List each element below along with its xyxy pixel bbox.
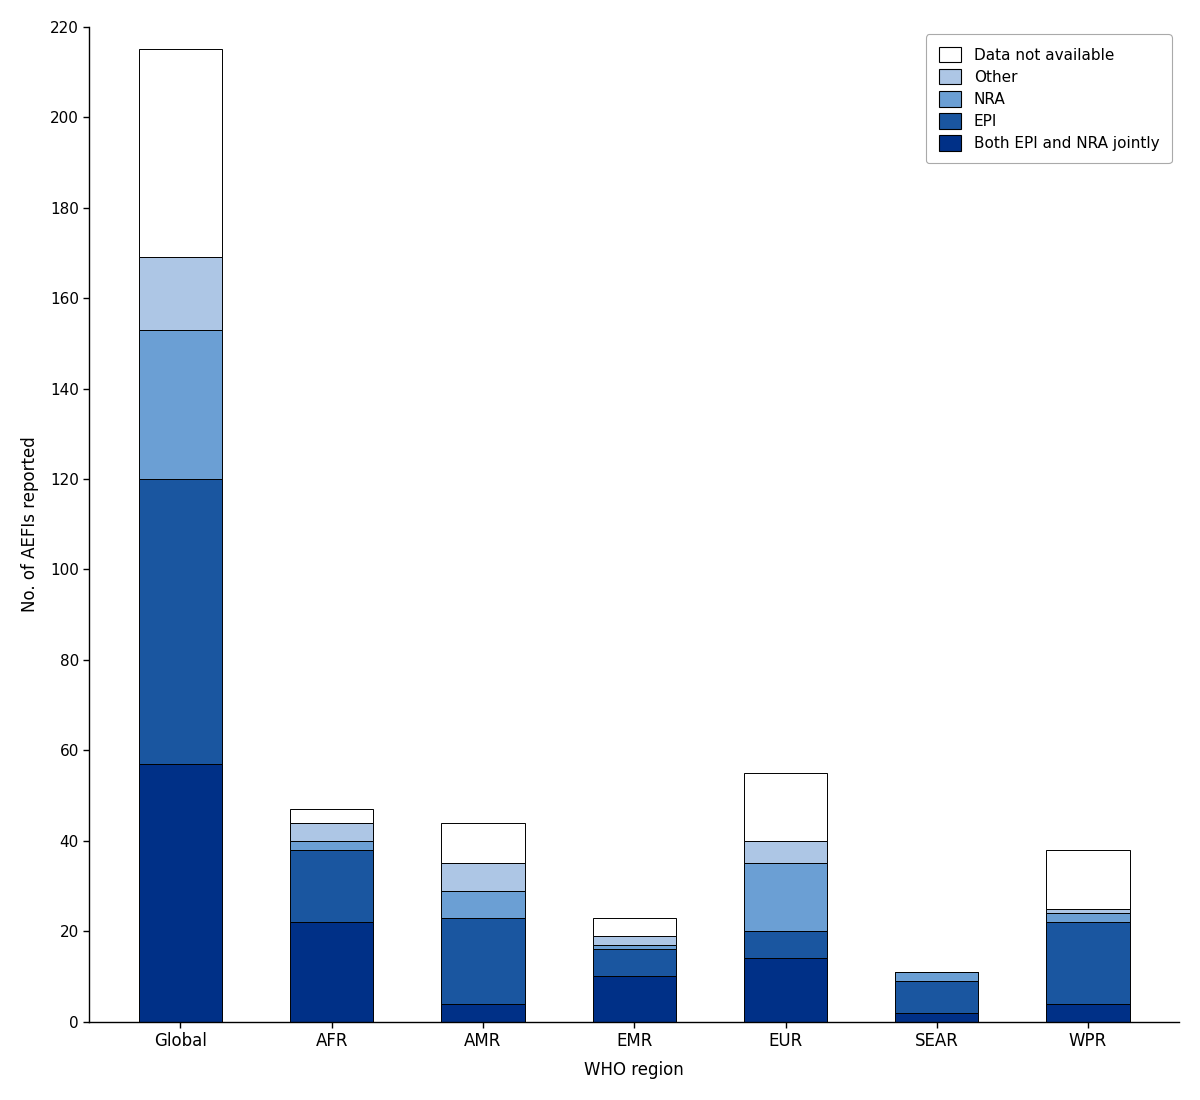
Bar xyxy=(290,810,373,823)
Bar xyxy=(139,257,222,330)
X-axis label: WHO region: WHO region xyxy=(584,1062,684,1079)
Bar xyxy=(1046,922,1129,1003)
Bar xyxy=(290,850,373,922)
Bar xyxy=(1046,913,1129,922)
Bar xyxy=(442,917,524,1003)
Y-axis label: No. of AEFIs reported: No. of AEFIs reported xyxy=(20,437,38,612)
Bar xyxy=(290,922,373,1022)
Bar xyxy=(290,823,373,840)
Bar xyxy=(895,972,978,981)
Bar xyxy=(744,864,827,932)
Bar xyxy=(1046,850,1129,909)
Bar xyxy=(139,763,222,1022)
Bar xyxy=(1046,909,1129,913)
Bar xyxy=(139,50,222,257)
Bar xyxy=(1046,1003,1129,1022)
Bar xyxy=(593,917,676,936)
Bar xyxy=(593,977,676,1022)
Legend: Data not available, Other, NRA, EPI, Both EPI and NRA jointly: Data not available, Other, NRA, EPI, Bot… xyxy=(926,34,1171,163)
Bar xyxy=(290,840,373,850)
Bar xyxy=(139,478,222,763)
Bar xyxy=(895,981,978,1013)
Bar xyxy=(442,891,524,917)
Bar xyxy=(744,932,827,958)
Bar xyxy=(593,949,676,977)
Bar xyxy=(593,936,676,945)
Bar xyxy=(593,945,676,949)
Bar xyxy=(895,1013,978,1022)
Bar xyxy=(744,773,827,840)
Bar xyxy=(139,330,222,478)
Bar xyxy=(744,840,827,864)
Bar xyxy=(442,1003,524,1022)
Bar xyxy=(442,864,524,891)
Bar xyxy=(442,823,524,864)
Bar xyxy=(744,958,827,1022)
